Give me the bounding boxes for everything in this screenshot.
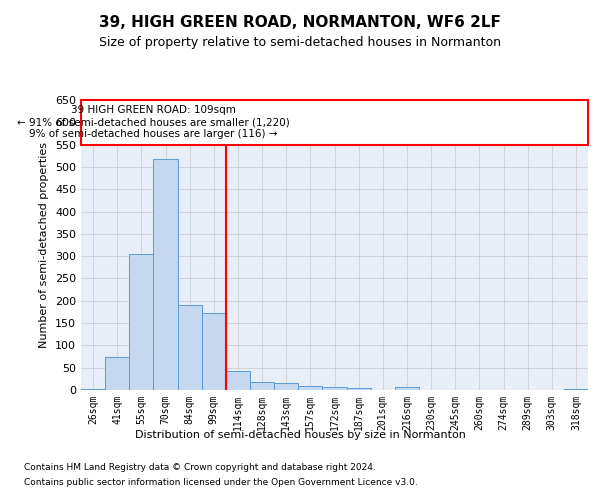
Bar — [395, 388, 419, 390]
Text: Contains public sector information licensed under the Open Government Licence v3: Contains public sector information licen… — [24, 478, 418, 487]
Text: ← 91% of semi-detached houses are smaller (1,220): ← 91% of semi-detached houses are smalle… — [17, 118, 290, 128]
Bar — [178, 305, 202, 390]
Bar — [298, 386, 322, 390]
Text: Distribution of semi-detached houses by size in Normanton: Distribution of semi-detached houses by … — [134, 430, 466, 440]
Y-axis label: Number of semi-detached properties: Number of semi-detached properties — [40, 142, 49, 348]
Text: Contains HM Land Registry data © Crown copyright and database right 2024.: Contains HM Land Registry data © Crown c… — [24, 463, 376, 472]
Text: 39, HIGH GREEN ROAD, NORMANTON, WF6 2LF: 39, HIGH GREEN ROAD, NORMANTON, WF6 2LF — [99, 15, 501, 30]
Bar — [274, 384, 298, 390]
Bar — [81, 388, 105, 390]
Text: 9% of semi-detached houses are larger (116) →: 9% of semi-detached houses are larger (1… — [29, 130, 278, 140]
Bar — [322, 387, 347, 390]
Bar — [202, 314, 226, 390]
Bar — [226, 372, 250, 390]
Bar — [154, 160, 178, 390]
Bar — [129, 254, 154, 390]
FancyBboxPatch shape — [81, 100, 588, 144]
Text: 39 HIGH GREEN ROAD: 109sqm: 39 HIGH GREEN ROAD: 109sqm — [71, 105, 236, 115]
Text: Size of property relative to semi-detached houses in Normanton: Size of property relative to semi-detach… — [99, 36, 501, 49]
Bar — [250, 382, 274, 390]
Bar — [564, 389, 588, 390]
Bar — [105, 356, 129, 390]
Bar — [347, 388, 371, 390]
